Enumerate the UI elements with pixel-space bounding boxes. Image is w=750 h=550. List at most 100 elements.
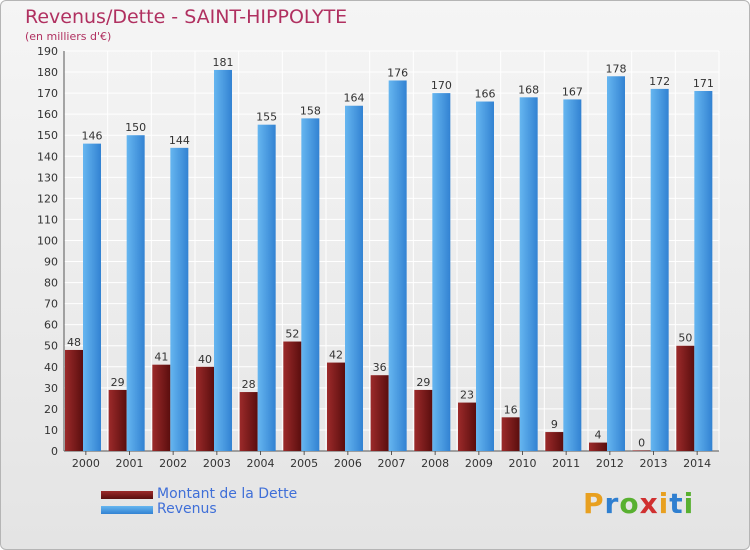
data-label-dette: 40 [198, 353, 212, 366]
data-label-revenus: 146 [82, 130, 103, 143]
y-tick-label: 140 [37, 150, 58, 163]
bar-dette [108, 389, 127, 451]
data-label-dette: 9 [551, 418, 558, 431]
bar-revenus [214, 69, 232, 452]
logo-letter: i [658, 487, 670, 520]
logo-letter: t [669, 487, 684, 520]
chart-title: Revenus/Dette - SAINT-HIPPOLYTE [25, 6, 348, 28]
bar-dette [152, 364, 171, 451]
y-tick-label: 170 [37, 87, 58, 100]
data-label-revenus: 176 [387, 66, 408, 79]
data-label-revenus: 164 [344, 92, 365, 105]
x-tick-label: 2010 [509, 457, 537, 470]
x-tick-label: 2001 [116, 457, 144, 470]
logo-letter: r [604, 487, 620, 520]
bars [65, 69, 713, 452]
bar-dette [632, 450, 651, 451]
legend-swatch-revenus [101, 506, 153, 514]
y-tick-label: 10 [44, 424, 58, 437]
bar-revenus [170, 147, 189, 451]
y-tick-label: 70 [44, 298, 58, 311]
y-tick-label: 90 [44, 256, 58, 269]
legend-swatch-dette [101, 491, 153, 499]
x-tick-label: 2006 [334, 457, 362, 470]
bar-dette [327, 362, 345, 451]
bar-revenus [607, 76, 625, 452]
data-label-dette: 50 [678, 332, 692, 345]
data-label-dette: 28 [242, 378, 256, 391]
x-tick-label: 2002 [159, 457, 187, 470]
data-label-dette: 52 [285, 328, 299, 341]
x-tick-label: 2004 [247, 457, 275, 470]
chart-subtitle: (en milliers d'€) [25, 30, 112, 43]
data-labels: 4814629150411444018128155521584216436176… [67, 56, 714, 449]
data-label-dette: 41 [154, 351, 168, 364]
legend-label-revenus: Revenus [157, 501, 217, 517]
data-label-revenus: 178 [606, 62, 627, 75]
bar-dette [414, 389, 433, 451]
x-tick-label: 2014 [683, 457, 711, 470]
data-label-revenus: 167 [562, 85, 583, 98]
bar-revenus [257, 124, 276, 452]
bar-revenus [432, 93, 451, 452]
y-tick-label: 120 [37, 192, 58, 205]
bar-dette [370, 375, 389, 451]
y-tick-label: 150 [37, 129, 58, 142]
y-tick-label: 110 [37, 213, 58, 226]
y-tick-label: 180 [37, 66, 58, 79]
bar-revenus [388, 80, 407, 451]
x-tick-label: 2003 [203, 457, 231, 470]
bar-revenus [126, 135, 145, 452]
bar-dette [239, 392, 258, 451]
logo-letter: x [639, 487, 659, 520]
data-label-dette: 23 [460, 389, 474, 402]
data-label-revenus: 144 [169, 134, 190, 147]
bar-dette [589, 442, 607, 451]
data-label-revenus: 171 [693, 77, 714, 90]
bar-dette [196, 366, 214, 451]
bar-dette [458, 402, 476, 451]
y-tick-label: 130 [37, 171, 58, 184]
x-tick-label: 2012 [596, 457, 624, 470]
bar-revenus [650, 88, 669, 451]
bar-dette [501, 417, 520, 451]
data-label-revenus: 166 [475, 88, 496, 101]
y-tick-label: 50 [44, 340, 58, 353]
data-label-dette: 0 [638, 436, 645, 449]
y-tick-label: 20 [44, 403, 58, 416]
bar-revenus [345, 105, 363, 451]
x-tick-label: 2008 [421, 457, 449, 470]
y-tick-label: 160 [37, 108, 58, 121]
data-label-dette: 36 [373, 361, 387, 374]
data-label-dette: 16 [504, 403, 518, 416]
data-label-revenus: 155 [256, 111, 277, 124]
bar-revenus [563, 99, 582, 451]
bar-revenus [476, 101, 494, 452]
data-label-dette: 42 [329, 349, 343, 362]
y-tick-label: 0 [51, 445, 58, 458]
data-label-revenus: 172 [649, 75, 670, 88]
y-tick-label: 60 [44, 319, 58, 332]
bar-dette [65, 349, 83, 451]
data-label-revenus: 168 [518, 83, 539, 96]
x-tick-label: 2000 [72, 457, 100, 470]
bar-dette [676, 345, 695, 451]
x-tick-label: 2005 [290, 457, 318, 470]
data-label-dette: 4 [595, 429, 602, 442]
y-tick-label: 190 [37, 45, 58, 58]
proxiti-logo: Proxiti [583, 487, 694, 520]
bar-revenus [694, 91, 713, 451]
y-tick-label: 40 [44, 361, 58, 374]
data-label-revenus: 158 [300, 104, 321, 117]
data-label-dette: 29 [111, 376, 125, 389]
x-tick-label: 2013 [640, 457, 668, 470]
logo-letter: o [619, 487, 640, 520]
logo-letter: i [683, 487, 695, 520]
bar-dette [545, 432, 564, 451]
data-label-dette: 29 [416, 376, 430, 389]
y-tick-label: 100 [37, 234, 58, 247]
legend-label-dette: Montant de la Dette [157, 486, 298, 502]
data-label-revenus: 170 [431, 79, 452, 92]
